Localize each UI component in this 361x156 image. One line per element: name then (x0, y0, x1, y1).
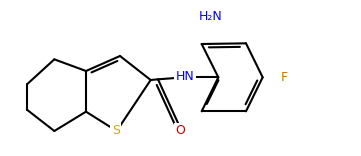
Text: HN: HN (175, 70, 194, 83)
Text: F: F (281, 71, 288, 84)
Text: O: O (176, 124, 186, 137)
Text: S: S (112, 124, 119, 137)
Text: H₂N: H₂N (199, 10, 223, 23)
